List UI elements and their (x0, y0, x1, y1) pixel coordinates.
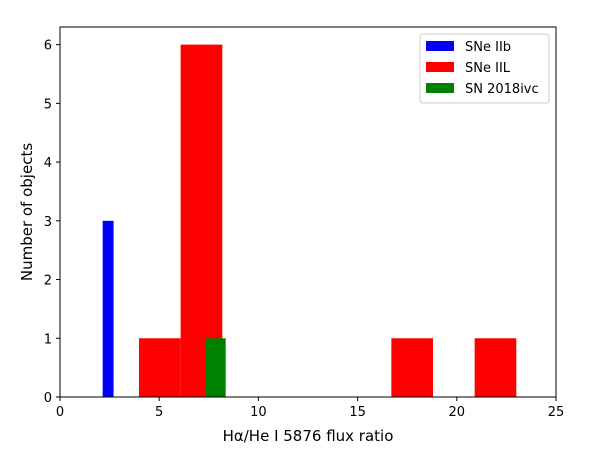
legend-label: SN 2018ivc (465, 82, 539, 97)
x-tick-label: 20 (449, 405, 466, 420)
legend: SNe IIb SNe IIL SN 2018ivc (419, 33, 550, 104)
x-axis-ticks: 0 5 10 15 20 25 (56, 397, 564, 420)
legend-label: SNe IIb (465, 40, 511, 55)
histogram-bar-1-2 (391, 338, 433, 397)
histogram-bar-2-0 (205, 338, 226, 397)
y-tick-label: 4 (44, 156, 52, 171)
histogram-bar-0-0 (102, 220, 114, 397)
y-tick-label: 6 (44, 39, 52, 54)
y-axis-ticks: 0 1 2 3 4 5 6 (44, 39, 60, 406)
y-tick-label: 5 (44, 97, 52, 112)
histogram-bar-1-3 (474, 338, 517, 397)
legend-label: SNe IIL (465, 61, 511, 76)
x-tick-label: 5 (155, 405, 163, 420)
x-tick-label: 10 (250, 405, 267, 420)
x-tick-label: 0 (56, 405, 64, 420)
x-axis-title: Hα/He I 5876 flux ratio (223, 427, 394, 445)
y-tick-label: 3 (44, 215, 52, 230)
y-tick-label: 0 (44, 391, 52, 406)
bars-layer (102, 44, 517, 397)
x-tick-label: 25 (548, 405, 565, 420)
legend-swatch (426, 41, 454, 51)
y-tick-label: 1 (44, 332, 52, 347)
y-axis-title: Number of objects (18, 143, 36, 281)
x-tick-label: 15 (349, 405, 366, 420)
plot-frame (59, 26, 557, 398)
legend-swatch (426, 83, 454, 93)
legend-swatch (426, 62, 454, 72)
y-tick-label: 2 (44, 274, 52, 289)
histogram-bar-1-0 (138, 338, 181, 397)
